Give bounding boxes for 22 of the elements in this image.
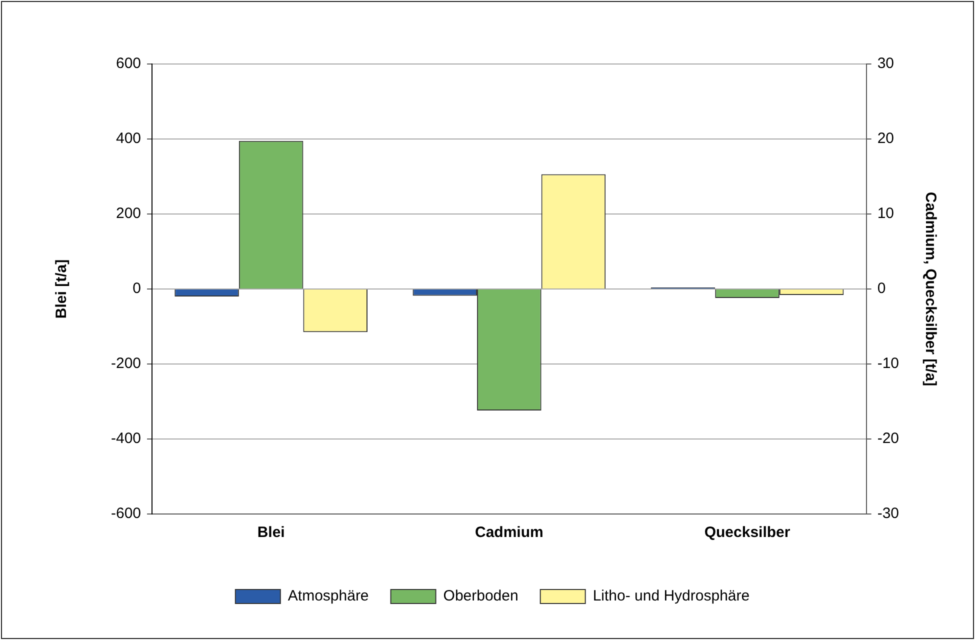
legend-label: Litho- und Hydrosphäre — [592, 588, 750, 605]
y2-tick-label: 20 — [877, 130, 894, 148]
x-tick-label: Quecksilber — [704, 524, 790, 542]
y-tick-label: -600 — [110, 505, 142, 522]
y2-tick-label: -30 — [877, 505, 900, 522]
y-tick-label: 400 — [116, 130, 142, 148]
y-tick-label: 200 — [116, 205, 142, 222]
y-axis-title: Blei [t/a] — [53, 259, 70, 319]
y2-tick-label: 0 — [877, 280, 886, 298]
x-tick-label: Cadmium — [475, 524, 544, 542]
y2-tick-label: -10 — [877, 355, 900, 372]
y2-tick-label: 30 — [877, 55, 894, 72]
y2-axis-title: Cadmium, Quecksilber [t/a] — [922, 192, 939, 386]
legend-label: Atmosphäre — [288, 588, 369, 605]
legend-label: Oberboden — [443, 588, 518, 605]
y-tick-label: -400 — [110, 430, 142, 448]
x-tick-label: Blei — [257, 524, 285, 542]
y-tick-label: 600 — [116, 55, 142, 72]
y-tick-label: 0 — [132, 280, 142, 298]
y-tick-label: -200 — [110, 355, 142, 372]
y2-tick-label: -20 — [877, 430, 900, 448]
y2-tick-label: 10 — [877, 205, 894, 222]
